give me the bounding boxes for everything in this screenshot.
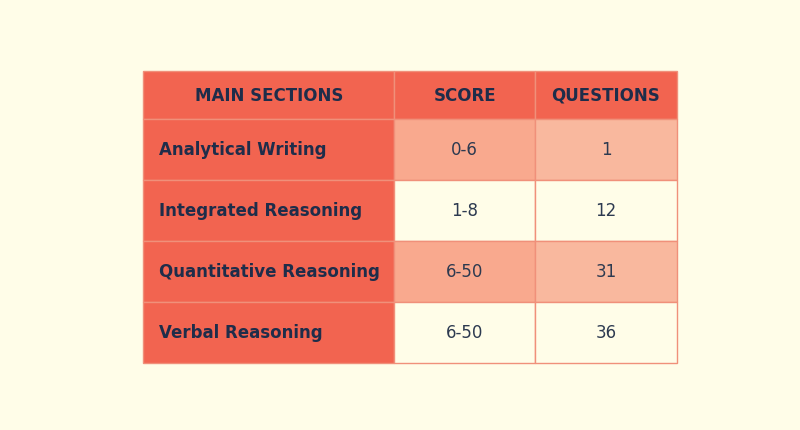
Text: Analytical Writing: Analytical Writing (159, 141, 326, 159)
Text: 6-50: 6-50 (446, 263, 483, 281)
Bar (143, 71, 394, 120)
Text: 1-8: 1-8 (451, 202, 478, 220)
Bar (394, 302, 535, 363)
Bar (394, 120, 535, 180)
Bar (394, 180, 535, 241)
Bar (143, 302, 394, 363)
Bar (143, 241, 394, 302)
Text: 31: 31 (595, 263, 617, 281)
Text: Verbal Reasoning: Verbal Reasoning (159, 323, 322, 341)
Bar (535, 302, 677, 363)
Bar (394, 241, 535, 302)
Bar (394, 71, 535, 120)
Text: MAIN SECTIONS: MAIN SECTIONS (194, 86, 343, 104)
Text: Quantitative Reasoning: Quantitative Reasoning (159, 263, 380, 281)
Text: Integrated Reasoning: Integrated Reasoning (159, 202, 362, 220)
Text: 0-6: 0-6 (451, 141, 478, 159)
Text: 12: 12 (595, 202, 617, 220)
Bar (535, 241, 677, 302)
Bar (143, 180, 394, 241)
Bar (535, 120, 677, 180)
Text: 6-50: 6-50 (446, 323, 483, 341)
Text: SCORE: SCORE (434, 86, 496, 104)
Text: 1: 1 (601, 141, 611, 159)
Text: 36: 36 (595, 323, 617, 341)
Bar (535, 180, 677, 241)
Text: QUESTIONS: QUESTIONS (551, 86, 660, 104)
Bar (143, 120, 394, 180)
Bar (535, 71, 677, 120)
